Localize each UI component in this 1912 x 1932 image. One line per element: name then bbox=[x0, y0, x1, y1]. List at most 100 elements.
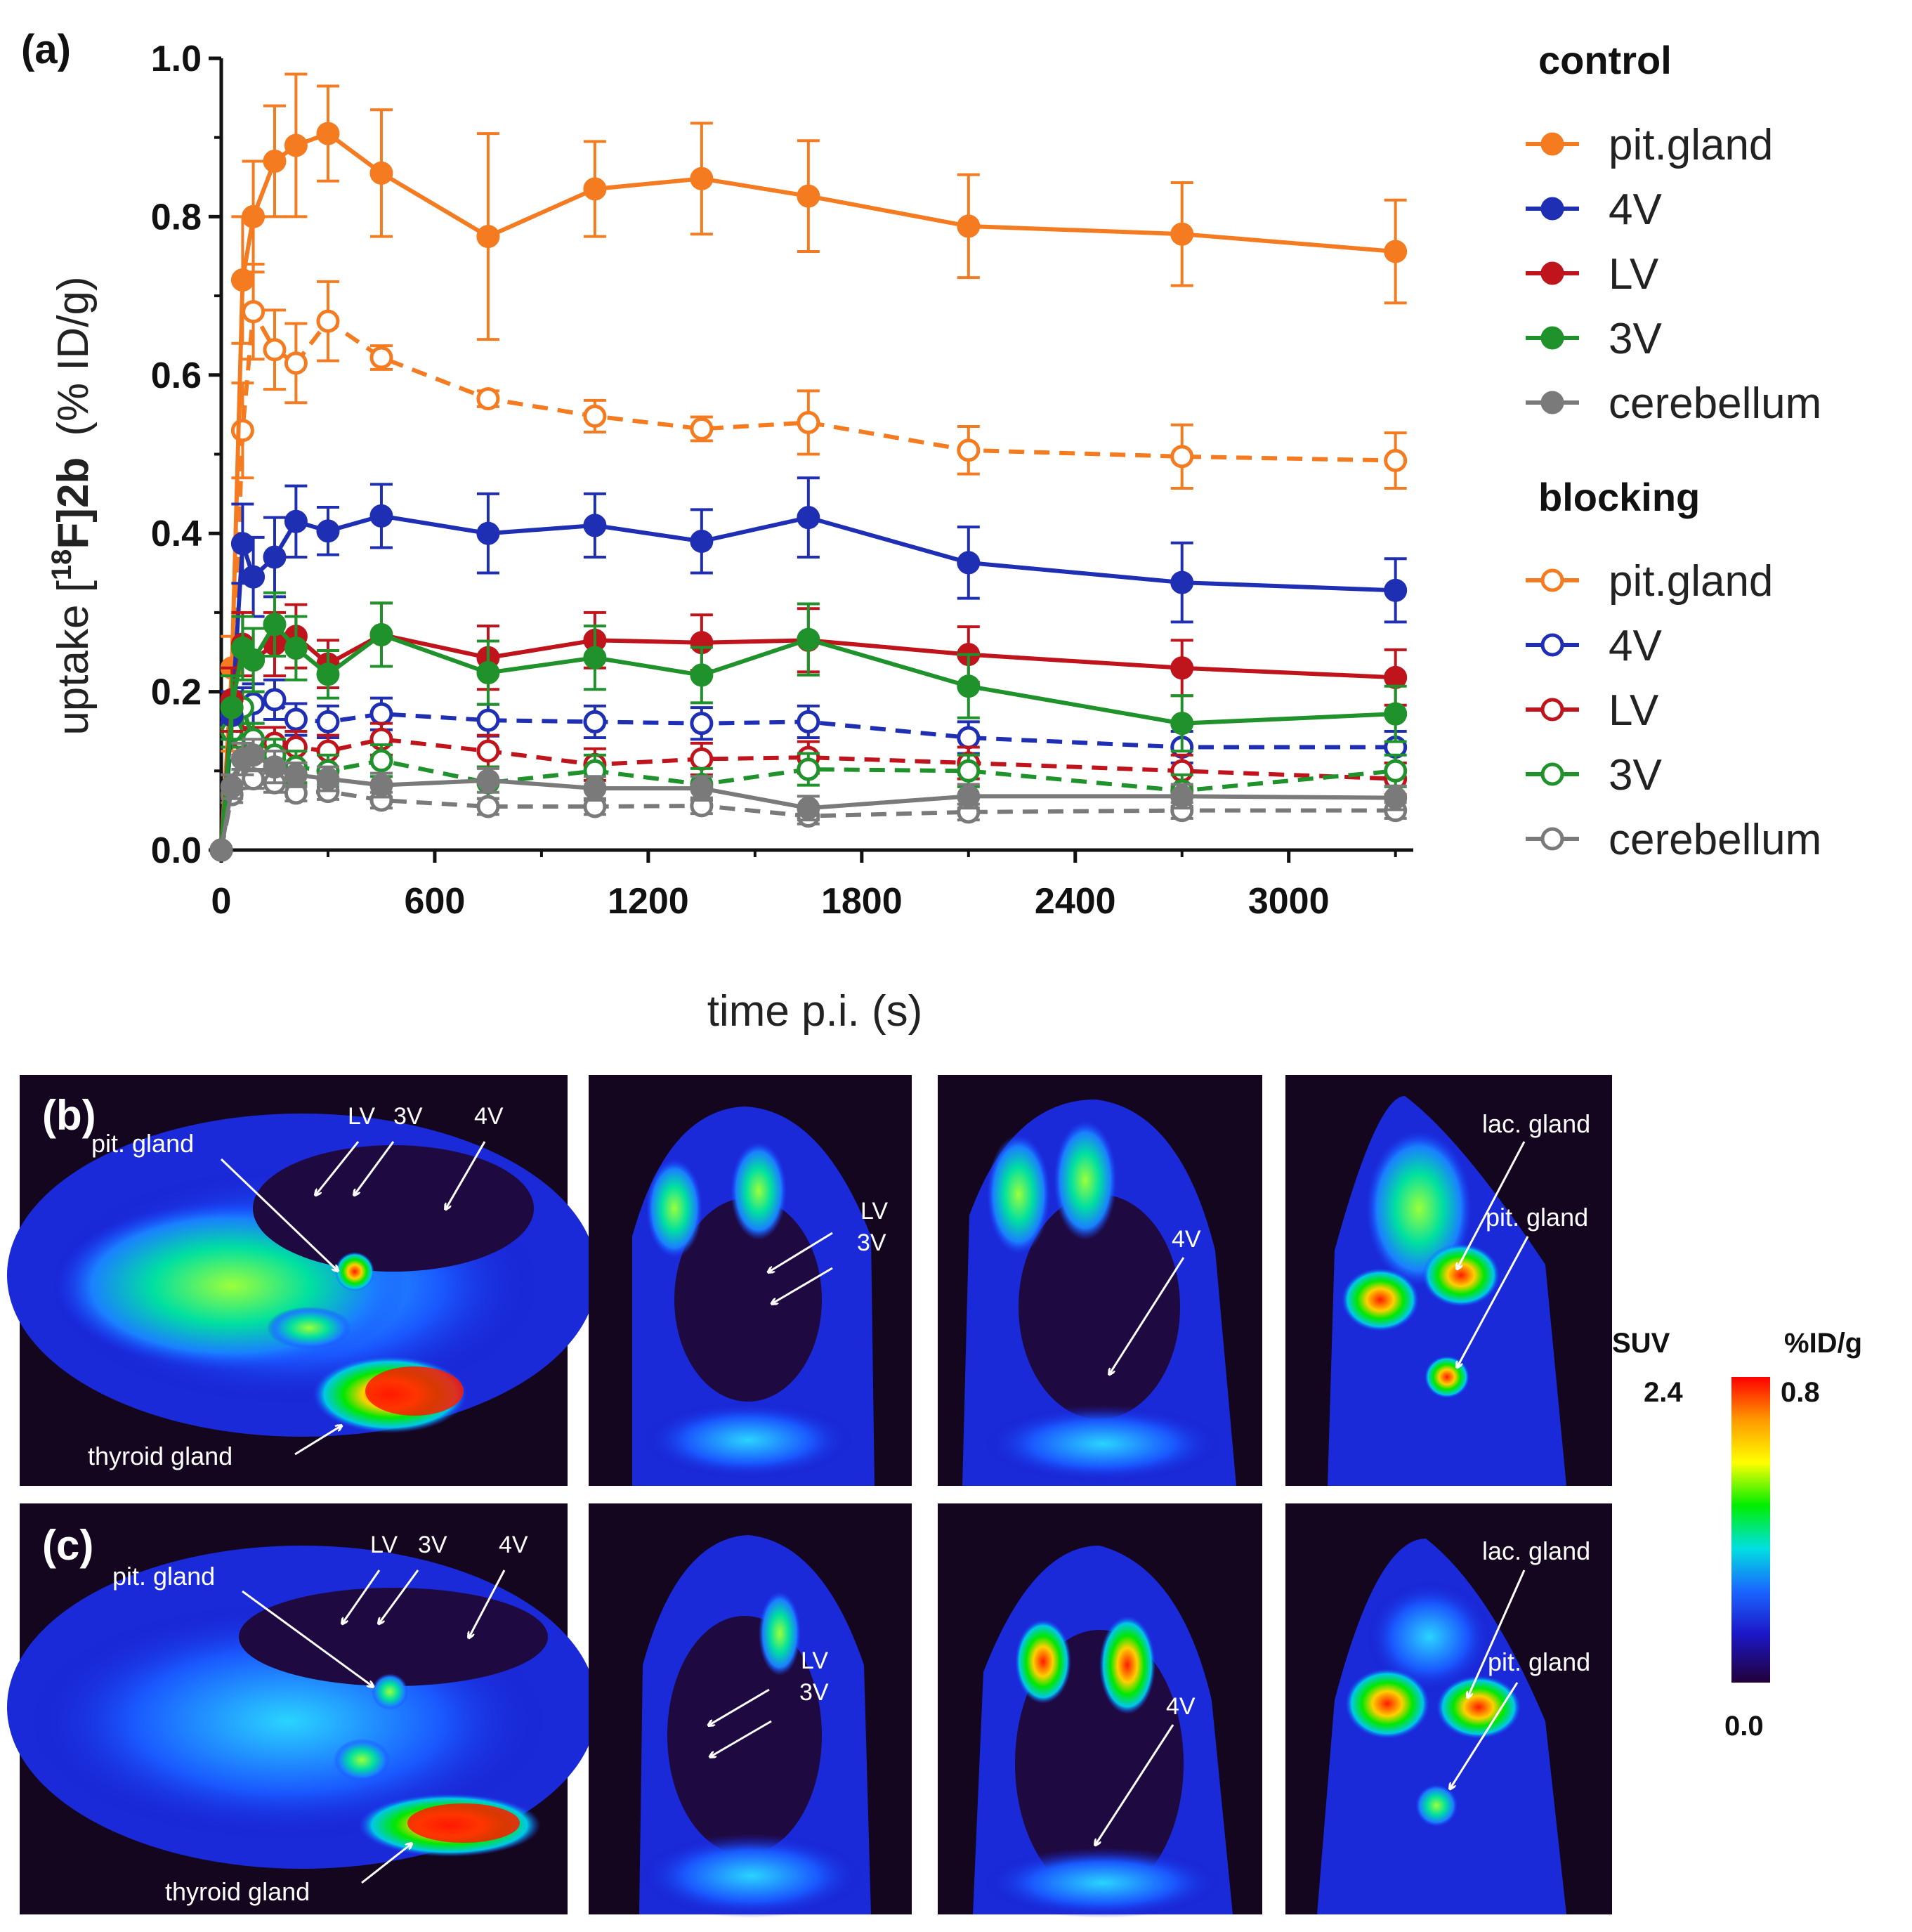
data-point bbox=[476, 769, 500, 792]
data-point bbox=[690, 663, 714, 687]
y-axis-label: uptake [18F]2b (% ID/g) bbox=[46, 276, 98, 735]
legend-label: cerebellum bbox=[1609, 379, 1821, 428]
y-label-mid: F]2b bbox=[49, 457, 98, 549]
data-point bbox=[369, 774, 393, 797]
data-point bbox=[957, 759, 981, 783]
panel-c: (c) pit. gland LV 3V 4V thyroid gland LV… bbox=[7, 1503, 1612, 1918]
legend-entry-blocking-4v: 4V bbox=[1526, 622, 1662, 670]
x-tick-label: 600 bbox=[405, 881, 466, 922]
panel-b-coronal-3-image: lac. gland pit. gland bbox=[1285, 1075, 1612, 1486]
data-point bbox=[263, 613, 287, 637]
data-point bbox=[476, 739, 500, 763]
data-point bbox=[1170, 570, 1194, 594]
data-point bbox=[284, 707, 308, 731]
c-cor3-pit-gland-label: pit. gland bbox=[1488, 1647, 1590, 1676]
y-tick-label: 1.0 bbox=[151, 39, 202, 79]
legend-label: 4V bbox=[1609, 185, 1662, 234]
data-point bbox=[957, 784, 981, 808]
legend-swatch-marker bbox=[1540, 132, 1564, 156]
chart-legend: control blocking pit.gland 4V LV 3V cerebell… bbox=[1526, 38, 1821, 864]
b-cor2-4v-label: 4V bbox=[1172, 1226, 1201, 1253]
data-point bbox=[263, 755, 287, 779]
data-point bbox=[369, 702, 393, 726]
data-point bbox=[583, 646, 607, 670]
data-point bbox=[1384, 759, 1408, 783]
legend-swatch-marker bbox=[1540, 568, 1564, 592]
legend-entry-blocking-3v: 3V bbox=[1526, 751, 1662, 799]
legend-swatch-marker bbox=[1540, 391, 1564, 415]
data-point bbox=[316, 710, 340, 733]
legend-label: 3V bbox=[1609, 315, 1662, 363]
data-point bbox=[797, 627, 820, 651]
panel-b-coronal-2-image: 4V bbox=[938, 1075, 1262, 1486]
data-point bbox=[797, 184, 820, 208]
data-point bbox=[476, 708, 500, 732]
data-point bbox=[797, 710, 820, 733]
series-control-cerebellum bbox=[209, 738, 1408, 862]
data-point bbox=[1384, 578, 1408, 602]
colorbar-gradient bbox=[1731, 1377, 1770, 1683]
colorbar-suv-label: SUV bbox=[1612, 1328, 1670, 1359]
legend-label: 4V bbox=[1609, 622, 1662, 670]
panel-b-sagittal-image: (b) pit. gland LV 3V 4V thyroid gland bbox=[7, 1075, 597, 1486]
data-point bbox=[316, 122, 340, 145]
data-point bbox=[284, 509, 308, 533]
data-point bbox=[263, 150, 287, 174]
legend-swatch-marker bbox=[1540, 326, 1564, 350]
data-point bbox=[476, 387, 500, 411]
data-point bbox=[1384, 702, 1408, 726]
data-point bbox=[1384, 786, 1408, 810]
data-point bbox=[797, 796, 820, 820]
data-point bbox=[1170, 784, 1194, 808]
data-point bbox=[957, 726, 981, 750]
data-point bbox=[242, 648, 266, 672]
panel-c-sagittal-image: (c) pit. gland LV 3V 4V thyroid gland bbox=[7, 1503, 597, 1914]
b-cor1-lv-label: LV bbox=[860, 1198, 888, 1225]
panel-b: (b) pit. gland LV 3V 4V thyroid gland LV… bbox=[7, 1075, 1612, 1486]
legend-label: pit.gland bbox=[1609, 557, 1773, 606]
legend-entry-control-4v: 4V bbox=[1526, 185, 1662, 234]
y-tick-label: 0.8 bbox=[151, 197, 202, 237]
c-sag-pit-gland-label: pit. gland bbox=[112, 1562, 215, 1591]
data-point bbox=[369, 346, 393, 370]
legend-swatch-marker bbox=[1540, 197, 1564, 221]
y-label-prefix: uptake [ bbox=[49, 580, 98, 736]
data-point bbox=[242, 743, 266, 767]
panel-b-coronal-1-image: LV 3V bbox=[589, 1075, 912, 1486]
data-point bbox=[476, 661, 500, 685]
colorbar-min: 0.0 bbox=[1724, 1711, 1764, 1742]
data-point bbox=[284, 133, 308, 157]
data-point bbox=[690, 776, 714, 800]
legend-label: LV bbox=[1609, 686, 1659, 735]
c-sag-3v-label: 3V bbox=[418, 1532, 447, 1558]
data-point bbox=[690, 417, 714, 440]
data-point bbox=[230, 419, 254, 443]
x-axis-label: time p.i. (s) bbox=[707, 987, 923, 1036]
plot-ticks: 0.0 0.2 0.4 0.6 0.8 1.0 0 600 1200 1800 2400 3000 bbox=[151, 39, 1397, 922]
data-point bbox=[583, 404, 607, 428]
data-point bbox=[690, 529, 714, 553]
b-sag-lv-label: LV bbox=[348, 1103, 375, 1130]
plot-series bbox=[209, 72, 1408, 862]
data-point bbox=[369, 749, 393, 773]
legend-label: cerebellum bbox=[1609, 816, 1821, 864]
data-point bbox=[797, 757, 820, 781]
c-cor3-lac-gland-label: lac. gland bbox=[1482, 1536, 1590, 1565]
x-tick-label: 1200 bbox=[608, 881, 689, 922]
data-point bbox=[1384, 240, 1408, 263]
data-point bbox=[957, 674, 981, 698]
data-point bbox=[220, 775, 244, 799]
data-point bbox=[1170, 656, 1194, 680]
y-tick-label: 0.6 bbox=[151, 355, 202, 396]
legend-title-control: control bbox=[1538, 38, 1672, 82]
legend-entry-control-lv: LV bbox=[1526, 250, 1659, 299]
data-point bbox=[242, 300, 266, 324]
series-blocking-pitgland bbox=[209, 263, 1408, 862]
data-point bbox=[316, 309, 340, 333]
legend-entry-blocking-cerebellum: cerebellum bbox=[1526, 816, 1821, 864]
data-point bbox=[369, 504, 393, 528]
y-tick-label: 0.0 bbox=[151, 830, 202, 871]
data-point bbox=[230, 532, 254, 556]
legend-entry-blocking-pitgland: pit.gland bbox=[1526, 557, 1773, 606]
